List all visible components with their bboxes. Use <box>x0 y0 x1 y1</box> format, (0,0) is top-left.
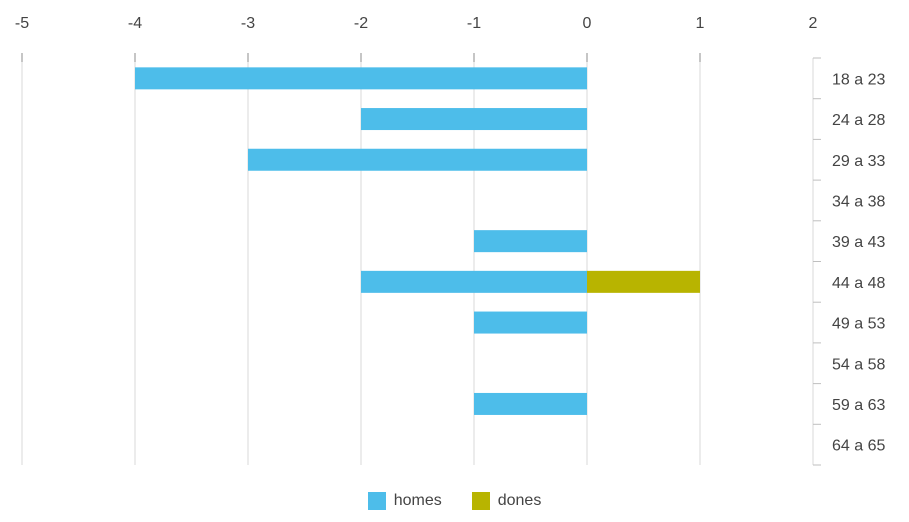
bar-dones <box>587 270 700 293</box>
bar-homes <box>474 392 587 415</box>
bar-homes <box>474 230 587 253</box>
category-label: 64 a 65 <box>832 438 885 455</box>
bar-homes <box>248 148 587 171</box>
category-label: 49 a 53 <box>832 316 885 333</box>
category-axis: 18 a 23 24 a 28 29 a 33 34 a 38 39 a 43 44 a … <box>812 57 885 466</box>
category-label: 24 a 28 <box>832 112 885 129</box>
bar-chart: -5 -4 -3 -2 -1 0 1 2 18 a 23 24 a 28 29 a 33 34 a … <box>15 15 885 466</box>
bar-homes <box>135 67 587 90</box>
x-tick-label: -3 <box>241 15 255 32</box>
legend: homes dones <box>0 492 909 522</box>
x-tick-label: -2 <box>354 15 368 32</box>
bar-homes <box>361 108 587 131</box>
bars <box>135 67 700 415</box>
x-axis-ticks: -5 -4 -3 -2 -1 0 1 2 <box>15 15 818 62</box>
legend-item-dones: dones <box>471 492 542 510</box>
legend-item-homes: homes <box>367 492 442 510</box>
x-tick-label: 1 <box>696 15 705 32</box>
category-label: 29 a 33 <box>832 153 885 170</box>
category-label: 54 a 58 <box>832 356 885 373</box>
x-tick-label: -5 <box>15 15 29 32</box>
legend-swatch-homes <box>367 492 386 510</box>
bar-homes <box>361 270 587 293</box>
category-label: 59 a 63 <box>832 397 885 414</box>
category-label: 34 a 38 <box>832 193 885 210</box>
legend-label-homes: homes <box>393 492 442 509</box>
bar-homes <box>474 311 587 334</box>
x-tick-label: 2 <box>809 15 818 32</box>
legend-swatch-dones <box>471 492 490 510</box>
category-label: 44 a 48 <box>832 275 885 292</box>
x-tick-label: -4 <box>128 15 142 32</box>
category-label: 39 a 43 <box>832 234 885 251</box>
x-tick-label: 0 <box>583 15 592 32</box>
x-tick-label: -1 <box>467 15 481 32</box>
legend-label-dones: dones <box>497 492 542 509</box>
category-label: 18 a 23 <box>832 71 885 88</box>
